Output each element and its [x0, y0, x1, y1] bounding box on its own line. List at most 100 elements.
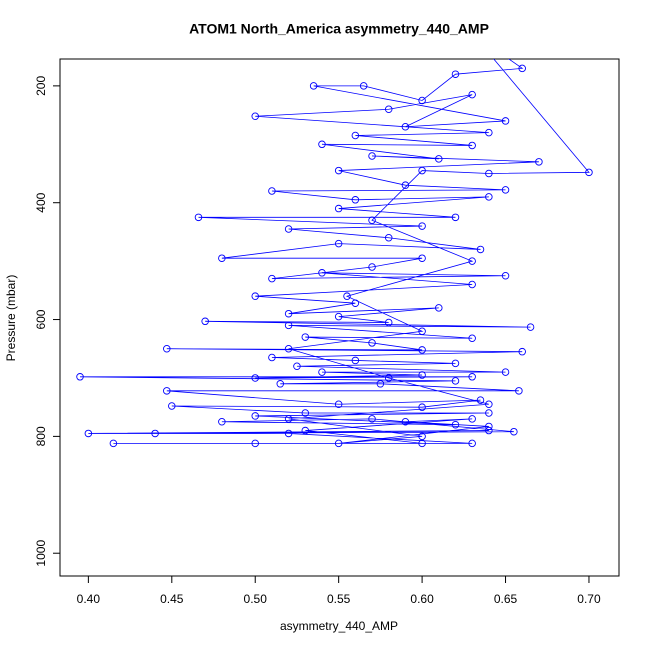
- data-point: [535, 158, 543, 166]
- data-point: [418, 166, 426, 175]
- data-point: [384, 234, 393, 242]
- data-point: [384, 318, 393, 327]
- data-point: [351, 356, 360, 365]
- data-point: [84, 429, 93, 438]
- data-point: [468, 439, 476, 448]
- data-point: [309, 82, 318, 90]
- data-point: [334, 204, 343, 213]
- data-point: [451, 420, 460, 429]
- data-point: [476, 396, 485, 404]
- chart-title: ATOM1 North_America asymmetry_440_AMP: [189, 21, 489, 37]
- data-point: [468, 90, 476, 99]
- data-point: [451, 70, 460, 78]
- data-point: [109, 439, 118, 448]
- data-point: [585, 168, 593, 177]
- data-point: [468, 373, 476, 381]
- y-tick-label: 1000: [34, 540, 48, 567]
- data-point: [251, 374, 259, 382]
- data-point: [468, 257, 476, 265]
- x-tick-label: 0.50: [244, 592, 268, 606]
- data-point: [384, 105, 393, 113]
- data-point: [284, 225, 293, 233]
- data-point: [368, 216, 376, 224]
- data-point: [163, 387, 171, 395]
- data-point: [485, 422, 493, 431]
- data-point: [351, 131, 360, 140]
- data-point: [284, 321, 293, 330]
- data-point: [318, 269, 326, 277]
- data-point: [284, 415, 293, 423]
- data-point: [418, 327, 426, 335]
- x-tick-label: 0.65: [494, 592, 518, 606]
- data-point: [251, 112, 259, 120]
- data-point: [163, 345, 171, 353]
- data-point: [418, 346, 426, 354]
- data-point: [151, 429, 159, 438]
- data-point: [401, 418, 410, 426]
- data-point: [318, 140, 326, 149]
- data-point: [418, 254, 426, 262]
- data-point: [376, 380, 385, 388]
- data-point: [368, 415, 376, 423]
- data-point: [251, 439, 259, 448]
- plot-frame: [59, 58, 620, 577]
- data-point: [368, 152, 376, 160]
- data-point: [485, 169, 493, 178]
- data-point: [268, 187, 276, 195]
- y-tick-label: 800: [34, 426, 48, 446]
- data-point: [468, 280, 476, 289]
- data-point: [501, 271, 510, 280]
- data-point: [268, 274, 276, 283]
- data-point: [194, 213, 203, 222]
- data-point: [501, 186, 510, 194]
- plot-area: [76, 59, 593, 448]
- data-point: [485, 128, 493, 137]
- data-point: [401, 181, 410, 189]
- data-point: [451, 377, 460, 385]
- data-point: [451, 213, 460, 222]
- data-point: [468, 415, 476, 423]
- data-point: [418, 222, 426, 230]
- data-point: [276, 380, 285, 388]
- y-tick-label: 400: [34, 192, 48, 212]
- data-point: [268, 353, 276, 362]
- data-point: [368, 263, 376, 271]
- x-tick-label: 0.70: [577, 592, 601, 606]
- data-point: [201, 317, 209, 326]
- data-point: [526, 323, 535, 331]
- data-point: [76, 373, 84, 381]
- data-point: [418, 371, 426, 379]
- data-point: [334, 312, 343, 321]
- data-point: [418, 439, 426, 448]
- x-tick-label: 0.40: [77, 592, 101, 606]
- data-point: [476, 245, 485, 254]
- data-point: [301, 409, 310, 417]
- x-tick-label: 0.60: [410, 592, 434, 606]
- data-point: [218, 254, 226, 262]
- y-tick-label: 600: [34, 309, 48, 329]
- data-point: [318, 368, 326, 376]
- data-point: [418, 403, 426, 411]
- data-point: [251, 412, 259, 420]
- data-point: [501, 368, 510, 376]
- data-point: [485, 400, 493, 409]
- data-point: [251, 292, 259, 300]
- data-point: [334, 166, 343, 175]
- y-axis-label: Pressure (mbar): [4, 275, 18, 362]
- data-point: [168, 402, 176, 410]
- data-point: [284, 345, 293, 353]
- data-point: [501, 117, 510, 125]
- data-point: [518, 64, 526, 73]
- data-point: [468, 141, 476, 150]
- data-point: [301, 333, 310, 341]
- data-point: [485, 193, 493, 201]
- data-point: [384, 374, 393, 382]
- data-point: [368, 339, 376, 347]
- data-point: [293, 362, 301, 371]
- data-point: [218, 418, 226, 426]
- y-tick-label: 200: [34, 76, 48, 96]
- data-point: [485, 426, 493, 435]
- data-point: [401, 123, 410, 131]
- data-point: [334, 439, 343, 448]
